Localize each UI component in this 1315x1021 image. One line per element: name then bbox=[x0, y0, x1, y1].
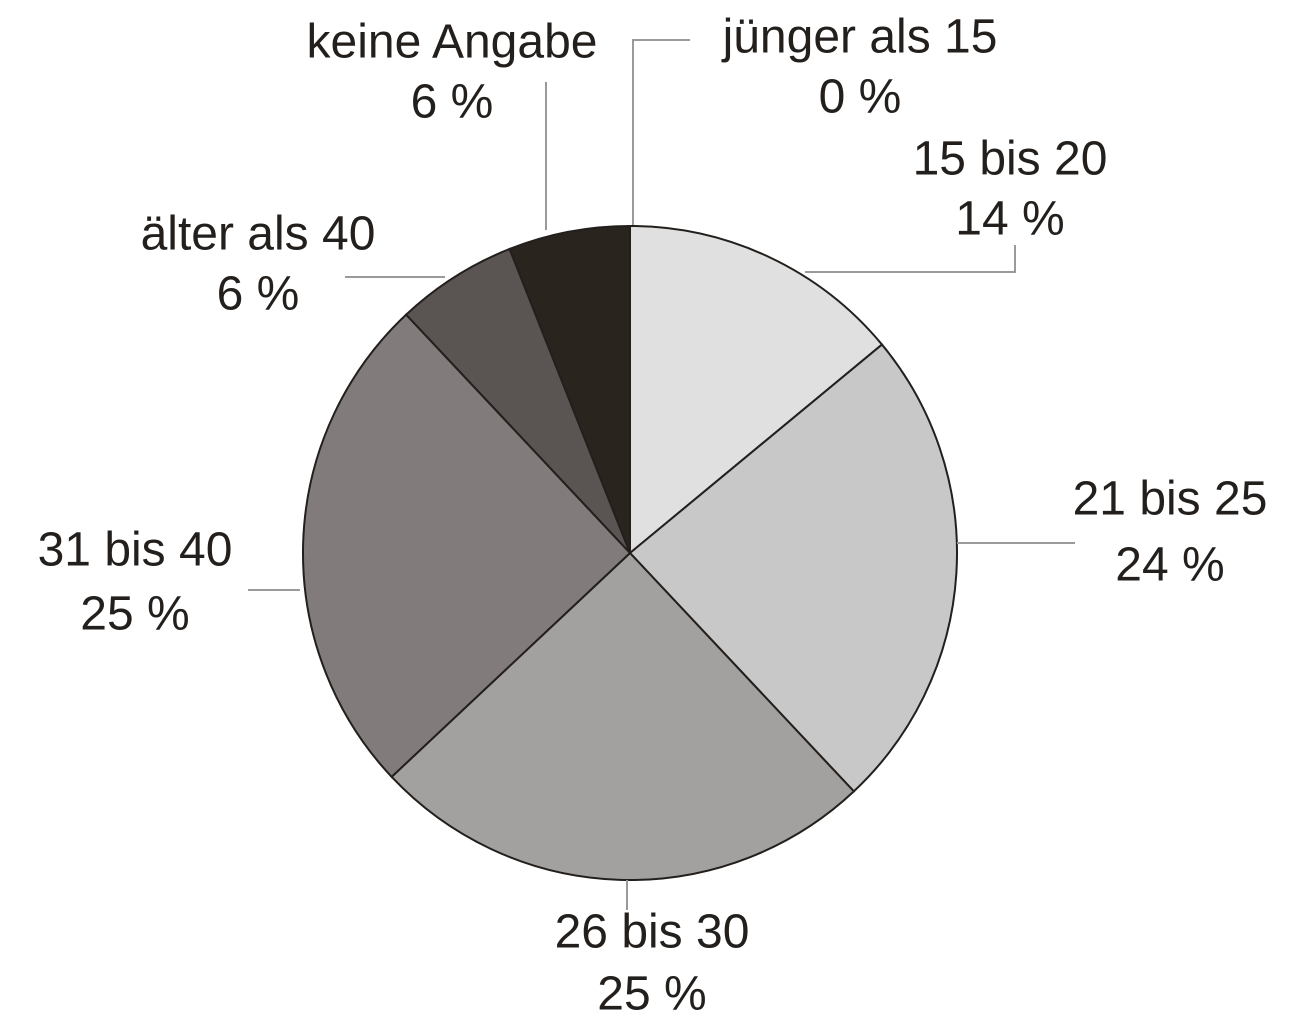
slice-value-label: 14 % bbox=[955, 193, 1064, 246]
slice-value-label: 6 % bbox=[411, 76, 494, 129]
slice-value-label: 25 % bbox=[80, 588, 189, 641]
slice-value-label: 6 % bbox=[217, 268, 300, 321]
slice-label: 31 bis 40 bbox=[38, 524, 233, 577]
slice-label: 15 bis 20 bbox=[913, 133, 1108, 186]
slice-label: keine Angabe bbox=[307, 16, 598, 69]
slice-label: 26 bis 30 bbox=[555, 906, 750, 959]
pie-slice bbox=[404, 247, 631, 554]
pie-slice bbox=[390, 551, 856, 881]
leader-line bbox=[805, 245, 1016, 273]
pie-slice bbox=[628, 343, 958, 793]
slice-label: älter als 40 bbox=[141, 208, 376, 261]
slice-value-label: 0 % bbox=[819, 71, 902, 124]
slice-label: 21 bis 25 bbox=[1073, 473, 1268, 526]
pie-slice bbox=[508, 224, 631, 554]
slice-value-label: 24 % bbox=[1115, 539, 1224, 592]
pie-slice bbox=[629, 224, 884, 556]
slice-label: jünger als 15 bbox=[721, 11, 998, 64]
leader-line bbox=[632, 39, 690, 225]
slice-value-label: 25 % bbox=[597, 968, 706, 1021]
pie-slice bbox=[302, 313, 632, 779]
